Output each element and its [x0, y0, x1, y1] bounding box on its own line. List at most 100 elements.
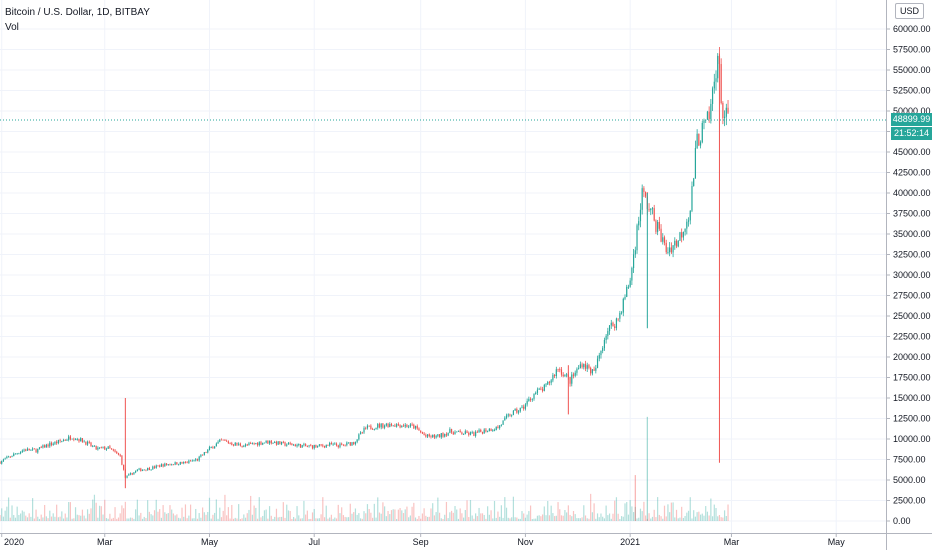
volume-bar [653, 509, 655, 521]
volume-bar [588, 518, 590, 521]
candle-body [83, 441, 85, 443]
candle-body [390, 424, 393, 426]
volume-bar [377, 497, 379, 521]
candle-body [311, 445, 314, 449]
candle-body [634, 250, 636, 255]
volume-bar [183, 516, 185, 521]
volume-bar [147, 500, 149, 521]
candle-body [648, 209, 650, 211]
volume-bar [584, 515, 587, 521]
last-price-tag: 48899.99 [891, 113, 932, 127]
volume-bar [61, 511, 63, 521]
candle-body [502, 420, 504, 425]
candle-body [375, 427, 377, 429]
volume-bar [317, 518, 319, 521]
volume-bar [4, 510, 6, 521]
symbol-title[interactable]: Bitcoin / U.S. Dollar, 1D, BITBAY [5, 7, 150, 18]
candle-body [650, 209, 652, 211]
candle-body [251, 443, 254, 445]
y-tick-label: 22500.00 [893, 332, 931, 342]
candle-body [0, 461, 1, 464]
candle-body [619, 312, 621, 319]
volume-bar [423, 508, 425, 521]
volume-bar [241, 518, 243, 521]
volume-bar [286, 504, 288, 521]
volume-bar [428, 516, 430, 521]
candle-body [651, 208, 654, 210]
volume-bar [20, 513, 22, 521]
volume-bar [198, 513, 200, 521]
candle-body [361, 432, 363, 434]
volume-bar [657, 497, 659, 521]
volume-bar [385, 516, 387, 521]
volume-bar [243, 514, 245, 521]
y-tick-label: 20000.00 [893, 352, 931, 362]
volume-bar [86, 509, 89, 521]
volume-bar [521, 511, 523, 521]
volume-bar [703, 515, 705, 521]
volume-bar [52, 513, 54, 521]
candle-body [140, 468, 142, 471]
volume-bar [548, 515, 551, 521]
volume-bar [296, 506, 298, 521]
volume-indicator-label[interactable]: Vol [5, 22, 19, 33]
volume-bar [620, 516, 623, 521]
candle-body [47, 444, 49, 447]
candle-body [557, 369, 559, 371]
candle-body [682, 231, 684, 238]
candle-body [236, 442, 238, 445]
candle-body [524, 404, 527, 409]
volume-bar [200, 517, 202, 521]
candle-body [447, 432, 449, 436]
candle-body [428, 434, 430, 437]
volume-bar [344, 516, 346, 521]
candle-body [456, 431, 458, 433]
volume-bar [602, 516, 604, 521]
y-axis-ticks: 0.00 2500.00 5000.00 7500.00 10000.00 12500.0… [886, 24, 931, 526]
candle-body [519, 407, 521, 412]
candle-body [504, 417, 506, 421]
volume-bar [660, 516, 662, 521]
volume-bar [322, 497, 324, 521]
candle-body [493, 430, 496, 431]
volume-bar [528, 511, 530, 521]
volume-bar [363, 511, 365, 521]
volume-bar [32, 498, 34, 521]
volume-bar [662, 518, 664, 521]
candle-body [265, 440, 267, 443]
candle-body [483, 429, 485, 434]
candle-body [26, 448, 29, 451]
candle-body [384, 425, 386, 428]
candle-body [536, 389, 539, 393]
volume-bar [104, 499, 106, 521]
volume-bar [402, 513, 405, 521]
volume-bar [138, 515, 140, 521]
volume-bar [409, 515, 411, 521]
volume-bar [62, 518, 65, 521]
candle-body [548, 382, 551, 383]
candle-body [253, 443, 255, 445]
volume-bar [95, 502, 97, 521]
volume-bar [303, 500, 305, 521]
chart-legend: Bitcoin / U.S. Dollar, 1D, BITBAY Vol [5, 5, 150, 35]
volume-bar [332, 518, 334, 521]
candle-body [143, 469, 145, 471]
volume-bar [133, 518, 135, 521]
volume-bar-spike [646, 416, 648, 521]
candle-body [104, 446, 106, 450]
candle-body [294, 444, 296, 447]
candle-body [653, 208, 655, 221]
y-tick-label: 45000.00 [893, 147, 931, 157]
candle-body [188, 460, 190, 463]
volume-bar [449, 512, 451, 521]
volume-bar [9, 517, 11, 521]
volume-bar [459, 508, 461, 521]
candle-body [28, 448, 30, 451]
volume-bar [76, 514, 78, 521]
currency-button[interactable]: USD [895, 3, 924, 19]
candle-body [559, 369, 561, 371]
volume-bar [205, 514, 207, 521]
volume-bar [699, 514, 702, 521]
candle-body [404, 424, 406, 427]
